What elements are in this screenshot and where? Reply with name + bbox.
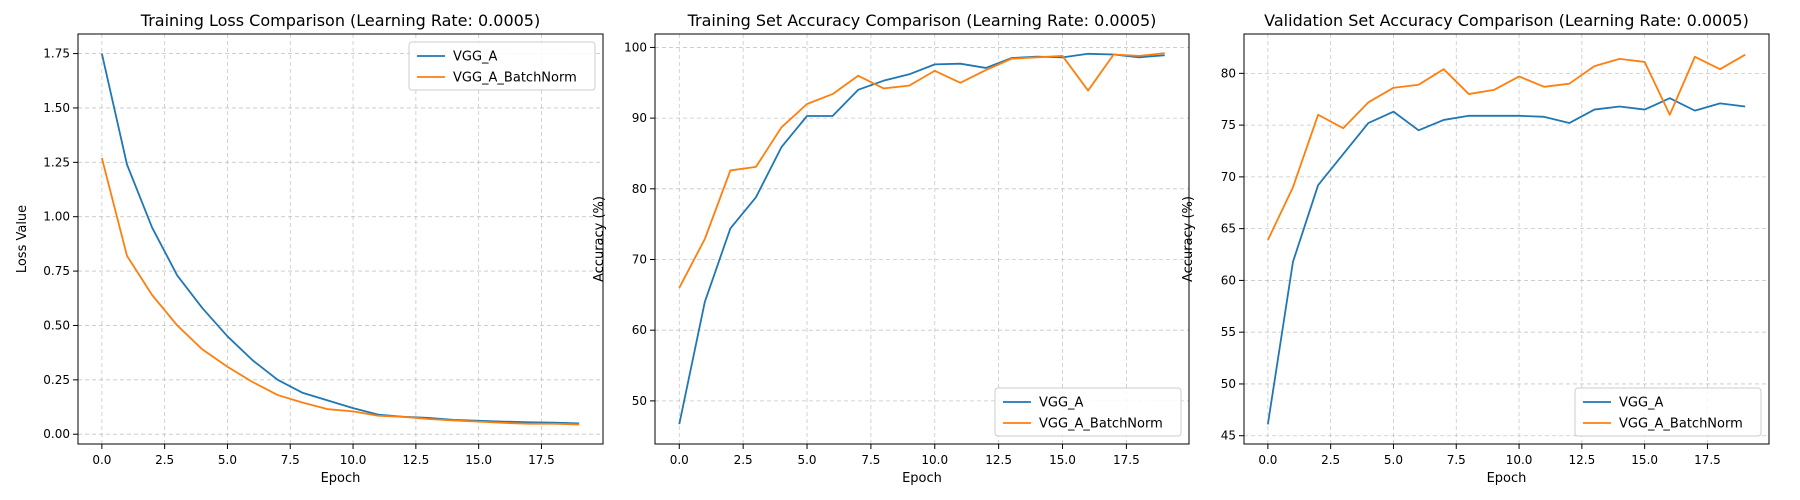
y-tick-label: 50	[1221, 377, 1236, 391]
y-tick-label: 1.00	[43, 210, 70, 224]
y-tick-label: 80	[632, 182, 647, 196]
x-tick-label: 5.0	[797, 453, 816, 467]
y-axis-label: Accuracy (%)	[592, 196, 607, 282]
y-tick-label: 70	[632, 253, 647, 267]
chart-panel-1: 0.0 2.5 5.0 7.5 10.0 12.5 15.0 17.5 0.00 0.25 0.50…	[15, 11, 604, 486]
chart-title: Training Loss Comparison (Learning Rate:…	[140, 11, 540, 30]
legend-entry: VGG_A	[1619, 396, 1664, 411]
x-tick-label: 5.0	[1384, 453, 1403, 467]
y-tick-label: 100	[624, 40, 647, 54]
x-axis-label: Epoch	[902, 471, 942, 486]
x-tick-label: 5.0	[218, 453, 237, 467]
plot-frame	[77, 33, 604, 445]
legend-entry: VGG_A_BatchNorm	[1039, 417, 1163, 432]
x-tick-label: 12.5	[402, 453, 429, 467]
x-tick-label: 10.0	[1506, 453, 1533, 467]
x-tick-label: 2.5	[734, 453, 753, 467]
x-tick-label: 10.0	[921, 453, 948, 467]
chart-panel-2: 0.0 2.5 5.0 7.5 10.0 12.5 15.0 17.5 50 60 70 80 90 10…	[592, 11, 1190, 486]
series-line-vgg-a	[678, 52, 1165, 425]
series-line-vgg-a	[1266, 97, 1746, 425]
y-tick-label: 45	[1221, 429, 1236, 443]
x-tick-label: 0.0	[670, 453, 689, 467]
y-tick-label: 75	[1221, 118, 1236, 132]
legend-box	[1574, 387, 1762, 437]
x-tick-label: 0.0	[92, 453, 111, 467]
y-tick-label: 0.00	[43, 427, 70, 441]
x-axis-label: Epoch	[321, 471, 361, 486]
y-tick-label: 55	[1221, 325, 1236, 339]
y-tick-label: 0.25	[43, 373, 70, 387]
y-tick-label: 65	[1221, 222, 1236, 236]
y-tick-label: 50	[632, 394, 647, 408]
legend-entry: VGG_A_BatchNorm	[1619, 417, 1743, 432]
x-tick-label: 0.0	[1258, 453, 1277, 467]
plot-frame	[1243, 33, 1770, 445]
y-tick-label: 1.75	[43, 47, 70, 61]
series-line-vgg-a-batchnorm	[1267, 53, 1746, 241]
chart-title: Validation Set Accuracy Comparison (Lear…	[1264, 11, 1749, 30]
legend-entry: VGG_A	[1039, 396, 1084, 411]
x-tick-label: 7.5	[861, 453, 880, 467]
x-tick-label: 15.0	[1631, 453, 1658, 467]
x-tick-label: 7.5	[281, 453, 300, 467]
y-tick-label: 1.25	[43, 155, 70, 169]
y-tick-label: 0.50	[43, 318, 70, 332]
legend-entry: VGG_A_BatchNorm	[453, 71, 577, 86]
y-tick-label: 70	[1221, 170, 1236, 184]
legend-box	[408, 41, 596, 91]
y-tick-label: 60	[1221, 273, 1236, 287]
x-axis-label: Epoch	[1487, 471, 1527, 486]
series-line-vgg-a	[100, 53, 580, 425]
y-tick-label: 0.75	[43, 264, 70, 278]
y-tick-label: 80	[1221, 66, 1236, 80]
legend-entry: VGG_A	[453, 50, 498, 65]
y-tick-label: 90	[632, 111, 647, 125]
chart-title: Training Set Accuracy Comparison (Learni…	[687, 11, 1157, 30]
x-tick-label: 17.5	[1113, 453, 1140, 467]
y-axis-label: Loss Value	[15, 205, 30, 273]
x-tick-label: 2.5	[155, 453, 174, 467]
chart-panel-3: 0.0 2.5 5.0 7.5 10.0 12.5 15.0 17.5 45 50 55 60 65 70…	[1181, 11, 1770, 486]
legend: VGG_A VGG_A_BatchNorm	[1574, 387, 1762, 437]
y-tick-label: 1.50	[43, 101, 70, 115]
series-line-vgg-a-batchnorm	[100, 157, 580, 426]
series-line-vgg-a-batchnorm	[678, 52, 1165, 289]
legend-box	[994, 387, 1182, 437]
legend: VGG_A VGG_A_BatchNorm	[994, 387, 1182, 437]
x-tick-label: 17.5	[528, 453, 555, 467]
x-tick-label: 2.5	[1321, 453, 1340, 467]
x-tick-label: 12.5	[985, 453, 1012, 467]
x-tick-label: 12.5	[1568, 453, 1595, 467]
y-tick-label: 60	[632, 323, 647, 337]
x-tick-label: 7.5	[1447, 453, 1466, 467]
x-tick-label: 17.5	[1694, 453, 1721, 467]
plot-frame	[654, 33, 1190, 445]
legend: VGG_A VGG_A_BatchNorm	[408, 41, 596, 91]
x-tick-label: 15.0	[1049, 453, 1076, 467]
x-tick-label: 10.0	[340, 453, 367, 467]
x-tick-label: 15.0	[465, 453, 492, 467]
y-axis-label: Accuracy (%)	[1181, 196, 1196, 282]
